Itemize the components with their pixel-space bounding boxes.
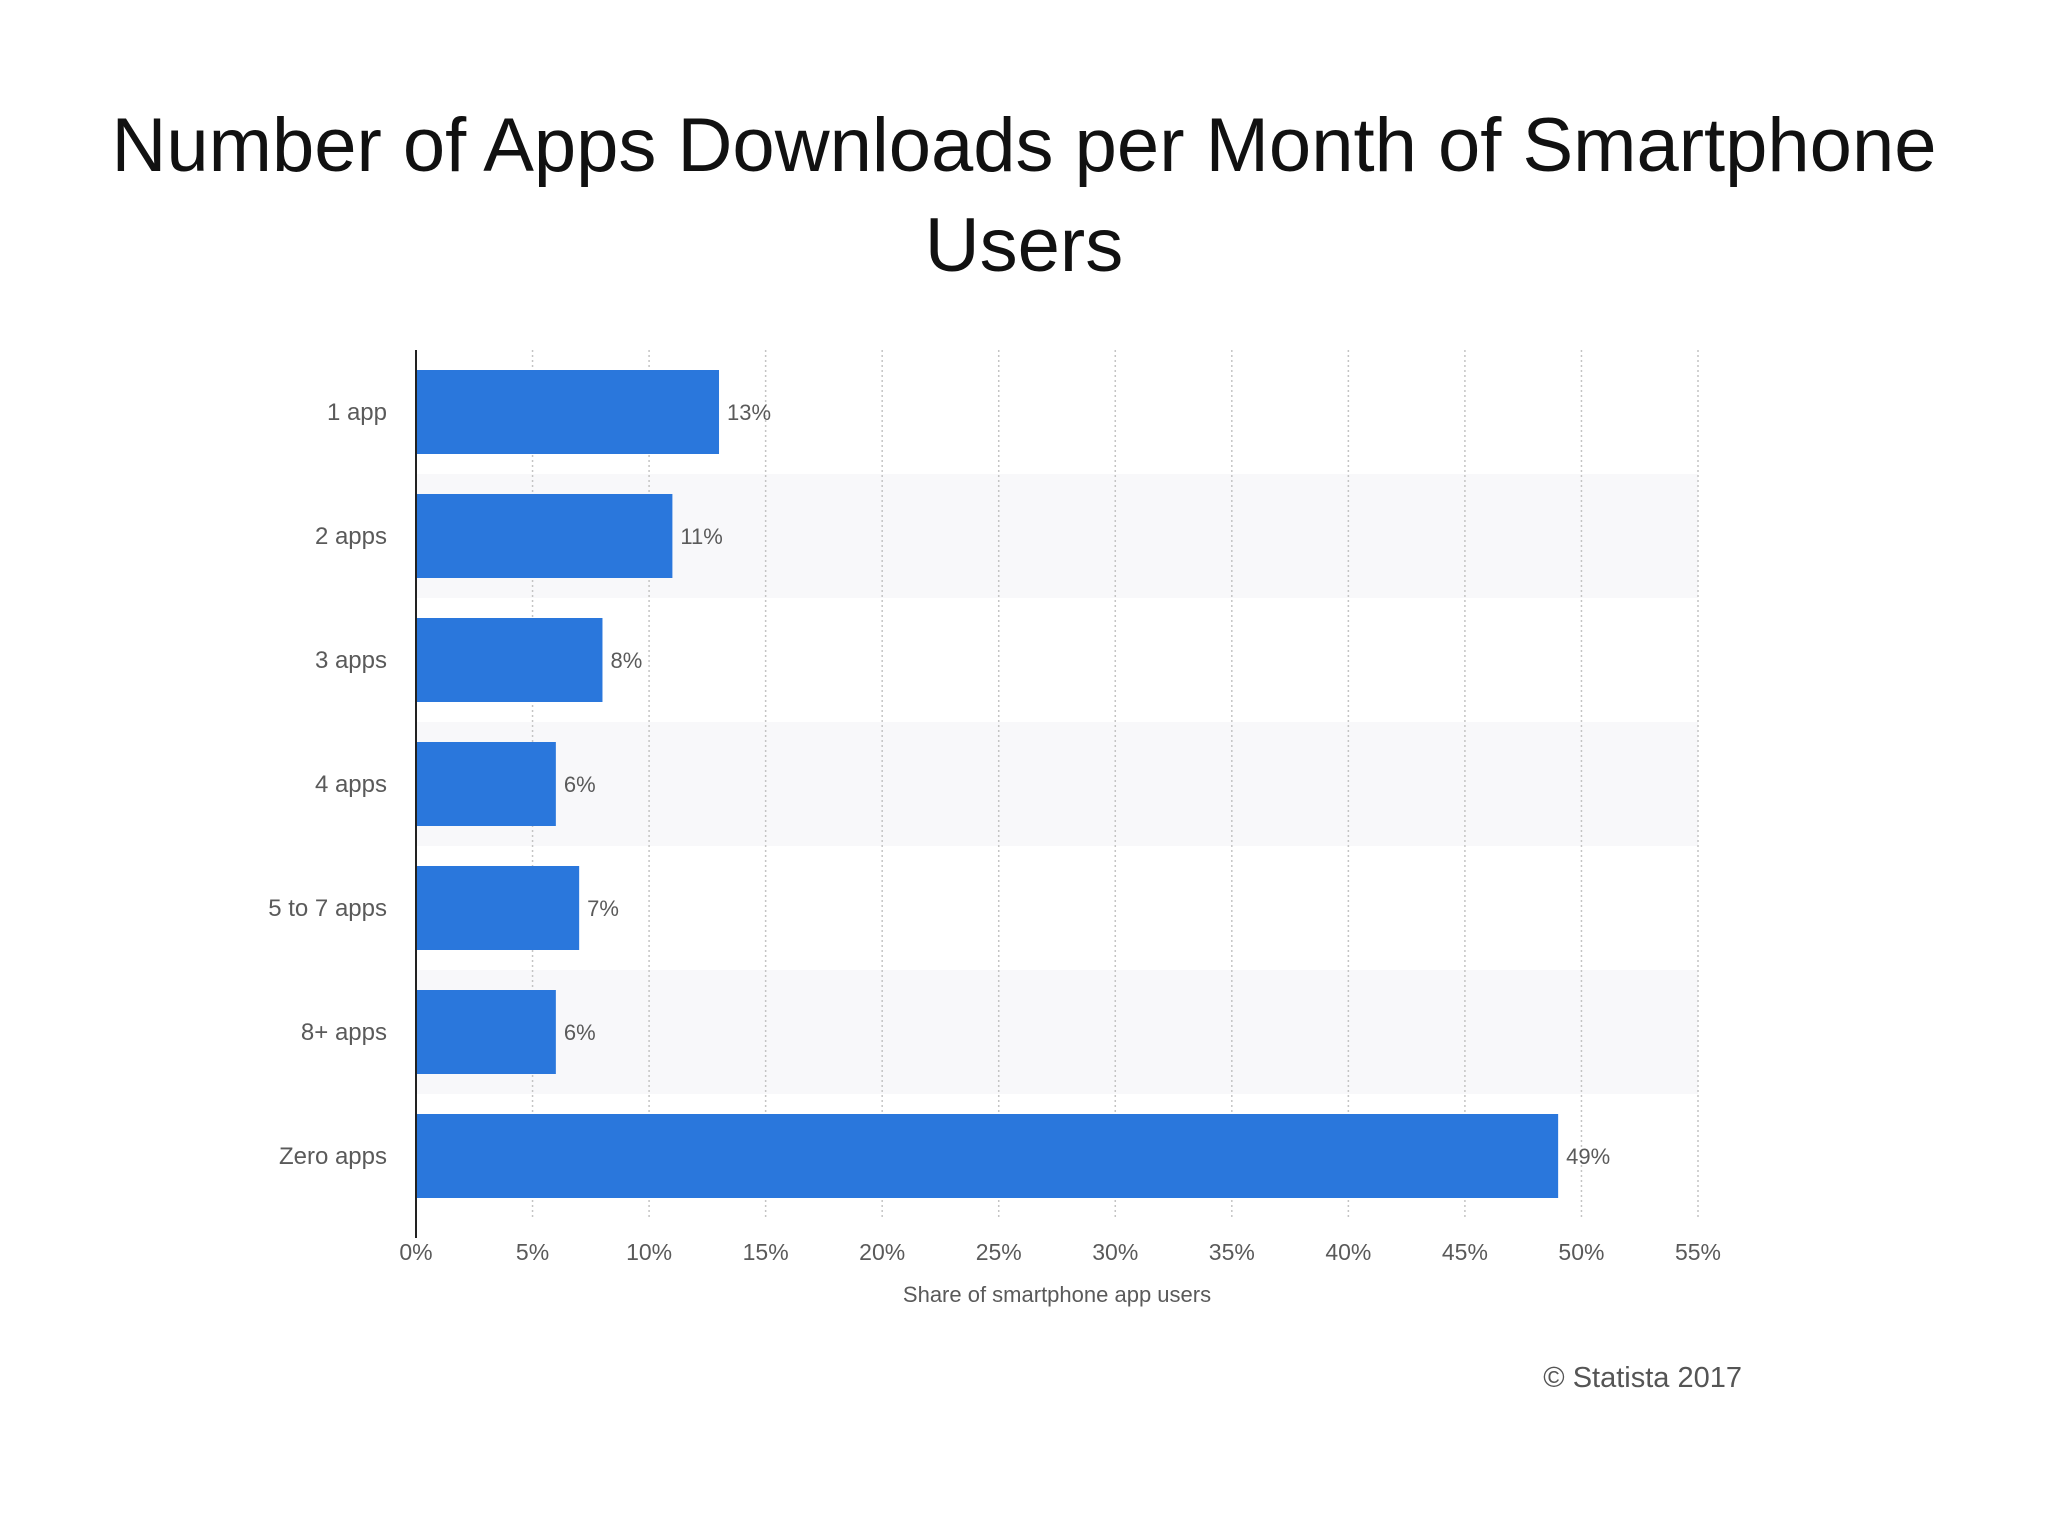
data-label: 8%: [610, 648, 642, 673]
x-tick-label: 50%: [1558, 1239, 1604, 1265]
data-label: 49%: [1566, 1144, 1610, 1169]
data-label: 6%: [564, 1020, 596, 1045]
category-label: 4 apps: [315, 771, 387, 798]
data-label: 7%: [587, 896, 619, 921]
source-credit: © Statista 2017: [1543, 1362, 1742, 1394]
x-tick-label: 5%: [516, 1239, 549, 1265]
bar: [416, 370, 720, 454]
bar: [416, 494, 673, 578]
category-label: Zero apps: [279, 1143, 387, 1170]
bar: [416, 866, 580, 950]
x-tick-label: 0%: [399, 1239, 432, 1265]
x-tick-label: 15%: [743, 1239, 789, 1265]
data-label: 6%: [564, 772, 596, 797]
row-stripes: [416, 474, 1698, 1094]
category-label: 8+ apps: [301, 1019, 387, 1046]
bar: [416, 990, 556, 1074]
bar: [416, 1114, 1559, 1198]
category-label: 5 to 7 apps: [268, 895, 387, 922]
bars: [416, 370, 1559, 1198]
data-label: 11%: [680, 524, 722, 549]
category-label: 3 apps: [315, 647, 387, 674]
data-label: 13%: [727, 400, 771, 425]
x-tick-label: 35%: [1209, 1239, 1255, 1265]
x-tick-label: 40%: [1325, 1239, 1371, 1265]
x-axis-title: Share of smartphone app users: [903, 1282, 1211, 1307]
x-tick-label: 25%: [976, 1239, 1022, 1265]
x-tick-label: 10%: [626, 1239, 672, 1265]
category-labels: 1 app 2 apps 3 apps 4 apps 5 to 7 apps 8+ app…: [268, 399, 387, 1170]
x-tick-label: 45%: [1442, 1239, 1488, 1265]
x-tick-label: 20%: [859, 1239, 905, 1265]
x-tick-label: 30%: [1092, 1239, 1138, 1265]
bar: [416, 742, 556, 826]
category-label: 2 apps: [315, 523, 387, 550]
row-stripe: [416, 722, 1698, 846]
category-label: 1 app: [327, 399, 387, 426]
row-stripe: [416, 970, 1698, 1094]
data-labels: 13% 11% 8% 6% 7% 6% 49%: [564, 400, 1610, 1169]
slide-title: Number of Apps Downloads per Month of Sm…: [111, 103, 1937, 288]
bar: [416, 618, 603, 702]
x-tick-label: 55%: [1675, 1239, 1721, 1265]
x-axis-ticks: 0% 5% 10% 15% 20% 25% 30% 35% 40% 45% 50% 55%: [399, 1239, 1721, 1265]
